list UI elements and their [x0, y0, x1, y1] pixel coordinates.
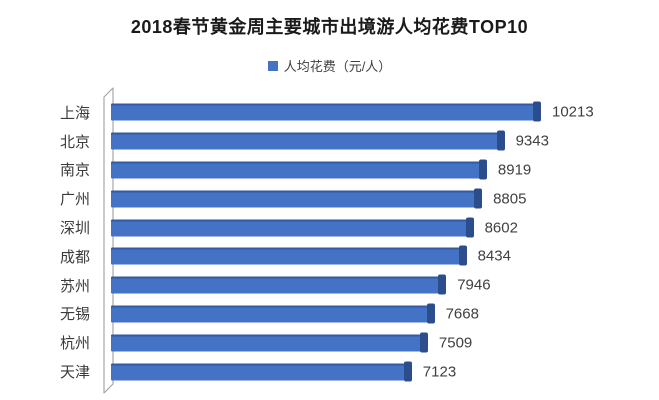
plot-area: 上海 10213 北京 9343 南京 8919 广州 8805 深圳 8602 成都 8434 苏州 7… [0, 87, 659, 394]
bar [111, 274, 447, 295]
category-label: 苏州 [59, 277, 90, 295]
chart-row: 上海 10213 [0, 98, 659, 127]
value-label: 7509 [438, 334, 473, 352]
bar-track: 10213 [111, 98, 659, 127]
category-label: 北京 [59, 133, 90, 151]
legend-label: 人均花费（元/人） [283, 59, 392, 74]
chart-title: 2018春节黄金周主要城市出境游人均花费TOP10 [130, 17, 529, 37]
category-label: 杭州 [59, 335, 90, 353]
chart-row: 无锡 7668 [0, 300, 659, 329]
value-label: 8805 [493, 190, 527, 208]
bar-rows: 上海 10213 北京 9343 南京 8919 广州 8805 深圳 8602 成都 8434 苏州 7… [0, 98, 659, 386]
bar-track: 9343 [111, 127, 659, 156]
value-label: 7946 [457, 276, 491, 294]
value-label: 8919 [497, 161, 532, 179]
value-label: 10213 [552, 103, 594, 121]
bar-track: 7668 [111, 300, 659, 329]
category-label: 成都 [59, 248, 90, 266]
chart-row: 深圳 8602 [0, 213, 659, 242]
value-label: 8602 [484, 219, 518, 237]
bar [111, 159, 487, 180]
bar [111, 101, 541, 122]
category-label: 南京 [59, 162, 90, 180]
bar-track: 8919 [111, 156, 659, 185]
category-label: 无锡 [59, 306, 90, 324]
bar-track: 7509 [111, 328, 659, 357]
bar [111, 245, 467, 266]
category-label: 广州 [59, 191, 90, 209]
value-label: 8434 [477, 247, 511, 265]
category-label: 深圳 [59, 220, 90, 238]
value-label: 7668 [445, 305, 479, 323]
bar [111, 303, 435, 324]
bar-track: 8434 [111, 242, 659, 271]
legend: 人均花费（元/人） [0, 56, 659, 75]
bar [111, 332, 428, 353]
bar-track: 8805 [111, 184, 659, 213]
value-label: 7123 [422, 363, 457, 381]
chart-row: 苏州 7946 [0, 271, 659, 300]
bar [111, 361, 412, 382]
chart-row: 南京 8919 [0, 156, 659, 185]
chart-row: 广州 8805 [0, 184, 659, 213]
bar-track: 7946 [111, 271, 659, 300]
chart-row: 天津 7123 [0, 357, 659, 386]
bar [111, 130, 505, 151]
chart-row: 杭州 7509 [0, 328, 659, 357]
chart-row: 成都 8434 [0, 242, 659, 271]
bar-track: 7123 [111, 357, 659, 386]
legend-swatch-icon [267, 60, 278, 71]
chart-row: 北京 9343 [0, 127, 659, 156]
value-label: 9343 [515, 132, 549, 150]
category-label: 天津 [59, 364, 90, 382]
bar [111, 188, 483, 209]
category-label: 上海 [59, 104, 90, 122]
bar-track: 8602 [111, 213, 659, 242]
bar [111, 217, 474, 238]
